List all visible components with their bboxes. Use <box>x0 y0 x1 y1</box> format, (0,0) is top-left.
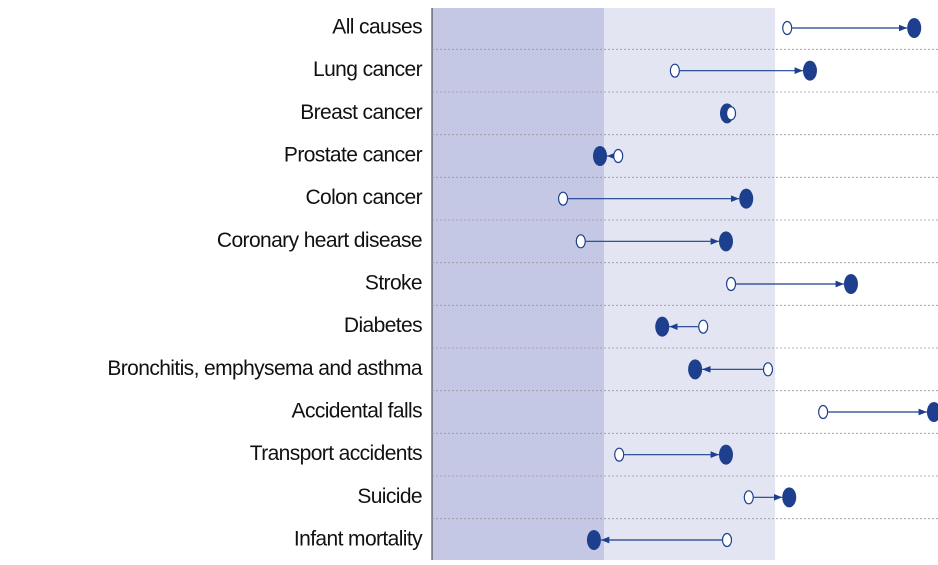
end-dot <box>718 444 733 465</box>
category-label: Breast cancer <box>300 101 422 124</box>
plot-content: All causes Lung cancer Breast cancer Prosta… <box>107 16 938 551</box>
category-label: Coronary heart disease <box>217 229 422 252</box>
end-dot <box>843 274 858 294</box>
start-dot <box>721 532 733 548</box>
category-label: Suicide <box>357 485 422 508</box>
plot-background <box>431 8 938 560</box>
end-dot <box>739 188 754 209</box>
category-label: All causes <box>332 16 422 39</box>
start-dot <box>557 191 569 206</box>
end-dot <box>926 402 938 422</box>
category-label: Colon cancer <box>305 186 422 209</box>
end-dot <box>688 359 703 380</box>
category-label: Bronchitis, emphysema and asthma <box>107 357 423 380</box>
band <box>432 8 605 560</box>
end-dot <box>907 18 922 38</box>
category-label: Transport accidents <box>250 442 422 465</box>
start-dot <box>613 148 624 164</box>
end-dot <box>592 146 607 166</box>
category-label: Lung cancer <box>313 58 423 81</box>
start-dot <box>743 490 754 505</box>
category-label: Stroke <box>365 272 422 295</box>
end-dot <box>586 530 601 550</box>
start-dot <box>818 404 829 420</box>
start-dot <box>669 63 680 78</box>
category-label: Diabetes <box>344 314 422 337</box>
category-label: Accidental falls <box>292 400 423 423</box>
category-label: Prostate cancer <box>284 144 423 167</box>
start-dot <box>782 20 793 36</box>
start-dot <box>725 106 737 121</box>
end-dot <box>655 316 670 337</box>
end-dot <box>782 487 797 508</box>
start-dot <box>614 447 625 462</box>
start-dot <box>698 319 709 334</box>
end-dot <box>802 60 817 81</box>
start-dot <box>762 362 774 377</box>
start-dot <box>725 276 737 292</box>
category-label: Infant mortality <box>294 528 423 551</box>
start-dot <box>575 234 586 249</box>
end-dot <box>718 231 733 252</box>
